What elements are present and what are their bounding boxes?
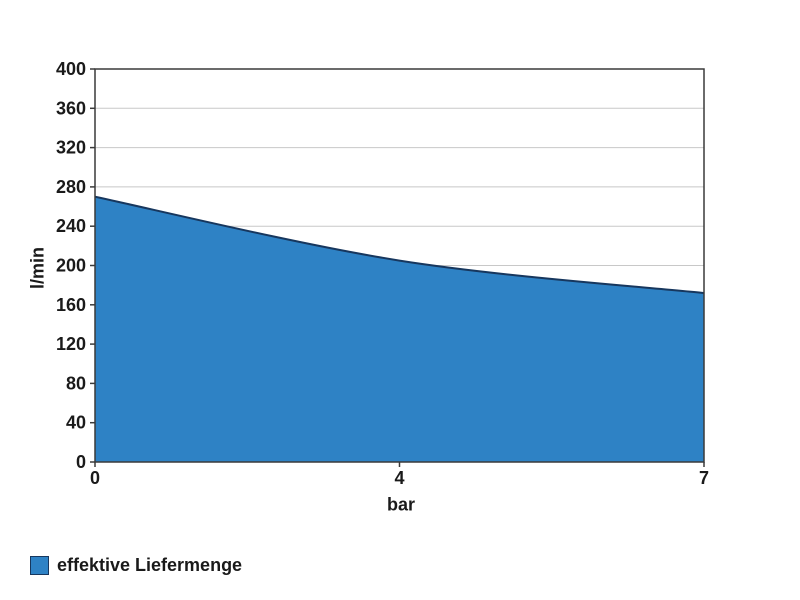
legend-swatch-icon [30, 556, 49, 575]
plot-border [94, 68, 705, 463]
y-tick-label: 40 [66, 413, 86, 433]
y-tick-label: 200 [56, 256, 86, 276]
y-tick-label: 0 [76, 452, 86, 472]
area-series [95, 196, 704, 462]
y-tick-label: 80 [66, 373, 86, 393]
x-axis-title: bar [386, 494, 416, 515]
y-tick-label: 320 [56, 138, 86, 158]
area-series-top-line [94, 195, 705, 295]
y-tick-label: 400 [56, 59, 86, 79]
x-tick-label: 7 [699, 468, 709, 488]
y-tick-label: 360 [56, 98, 86, 118]
y-tick-label: 280 [56, 177, 86, 197]
y-tick-label: 160 [56, 295, 86, 315]
y-tick-label: 240 [56, 216, 86, 236]
legend-label: effektive Liefermenge [57, 555, 243, 575]
y-tick-label: 120 [56, 334, 86, 354]
x-tick-label: 4 [394, 468, 404, 488]
y-axis-title: l/min [27, 246, 48, 290]
x-tick-label: 0 [90, 468, 100, 488]
legend: effektive Liefermenge [30, 555, 242, 576]
